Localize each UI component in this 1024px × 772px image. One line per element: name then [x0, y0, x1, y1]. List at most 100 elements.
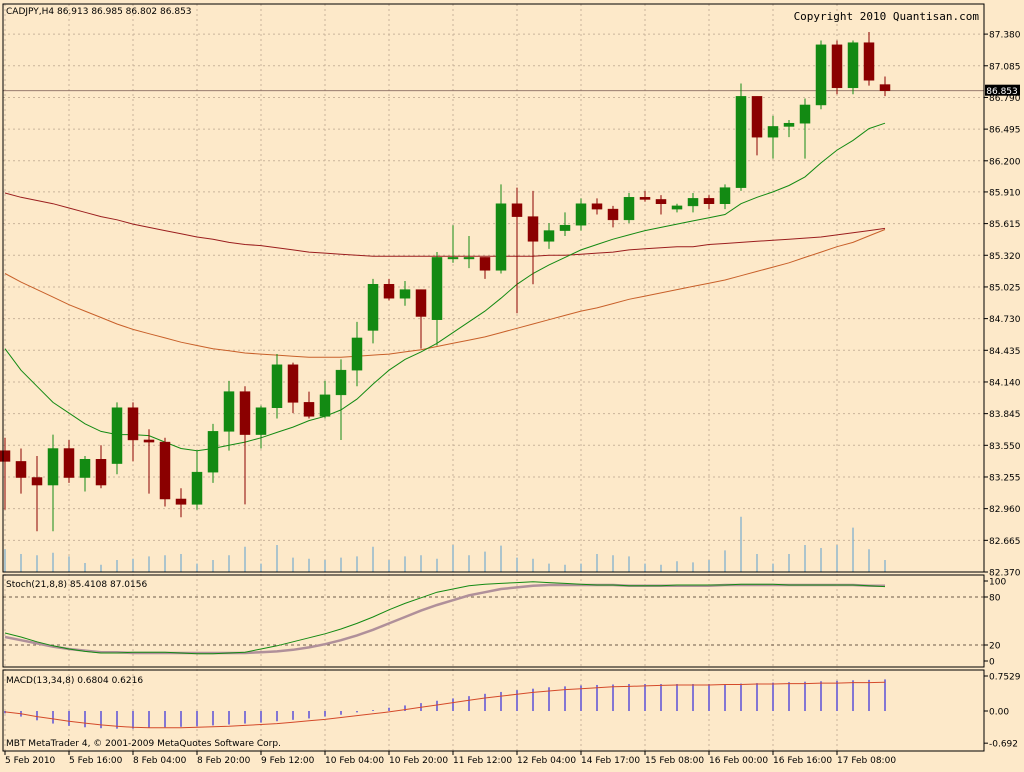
- copyright-text: Copyright 2010 Quantisan.com: [794, 10, 980, 23]
- candle-body: [831, 44, 843, 89]
- candle-body: [175, 498, 187, 505]
- candle-body: [767, 126, 779, 138]
- price-tick-label: 87.380: [989, 31, 1021, 41]
- current-price-marker: 86.853: [985, 84, 1020, 97]
- candle-body: [367, 284, 379, 331]
- candle-body: [383, 284, 395, 299]
- macd-tick-label: 0.00: [989, 708, 1009, 718]
- time-tick-label: 17 Feb 08:00: [837, 756, 896, 766]
- stoch-signal-line: [4, 583, 885, 655]
- stoch-tick-label: 80: [989, 594, 1001, 604]
- ma-slow-line: [4, 192, 886, 257]
- candle-body: [207, 431, 219, 473]
- candle-body: [735, 96, 747, 188]
- candle-body: [751, 96, 763, 138]
- candle-body: [639, 197, 651, 200]
- candle-body: [95, 459, 107, 486]
- price-tick-label: 83.550: [989, 442, 1021, 452]
- price-tick-label: 82.370: [989, 569, 1021, 579]
- macd-tick-label: 0.7529: [989, 673, 1021, 683]
- panel-frames: [2, 3, 985, 752]
- candle-body: [223, 391, 235, 432]
- candle-body: [463, 257, 475, 260]
- candle-body: [127, 407, 139, 441]
- candle-body: [47, 448, 59, 486]
- stoch-tick-label: 100: [989, 578, 1006, 588]
- price-tick-label: 84.435: [989, 347, 1021, 357]
- time-tick-label: 14 Feb 17:00: [581, 756, 640, 766]
- price-tick-label: 86.200: [989, 157, 1021, 167]
- stoch-tick-label: 20: [989, 642, 1001, 652]
- price-tick-label: 85.910: [989, 188, 1021, 198]
- candlesticks: [0, 31, 891, 532]
- candle-body: [847, 42, 859, 89]
- candle-body: [159, 441, 171, 500]
- symbol-info: CADJPY,H4 86.913 86.985 86.802 86.853: [6, 7, 192, 17]
- candle-body: [575, 203, 587, 226]
- candle-body: [31, 477, 43, 486]
- stochastic-lines: [4, 581, 886, 655]
- candle-body: [351, 337, 363, 371]
- time-axis: 5 Feb 2010 5 Feb 16:00 8 Feb 04:00 8 Feb 20…: [4, 751, 896, 766]
- candle-body: [447, 257, 459, 260]
- macd-plot: [4, 679, 886, 729]
- candle-body: [703, 198, 715, 204]
- price-tick-label: 85.615: [989, 220, 1021, 230]
- candle-body: [271, 364, 283, 408]
- candle-body: [879, 84, 891, 91]
- time-tick-label: 8 Feb 04:00: [133, 756, 187, 766]
- candle-body: [303, 402, 315, 417]
- candle-body: [431, 257, 443, 320]
- grid: [3, 4, 984, 751]
- candle-body: [527, 216, 539, 242]
- price-tick-label: 85.320: [989, 252, 1021, 262]
- candle-body: [415, 289, 427, 317]
- candle-body: [783, 122, 795, 127]
- price-tick-label: 83.255: [989, 473, 1021, 483]
- time-tick-label: 8 Feb 20:00: [197, 756, 251, 766]
- ma-fast-line: [4, 122, 886, 452]
- candle-body: [239, 391, 251, 435]
- candle-body: [591, 203, 603, 210]
- candle-body: [543, 230, 555, 242]
- candle-body: [63, 448, 75, 478]
- time-tick-label: 15 Feb 08:00: [645, 756, 704, 766]
- candle-body: [655, 199, 667, 204]
- volume-bars: [4, 516, 886, 572]
- moving-averages: [4, 122, 886, 452]
- current-price-label: 86.853: [986, 87, 1018, 97]
- candle-body: [399, 289, 411, 299]
- candle-body: [15, 461, 27, 478]
- candle-body: [863, 42, 875, 81]
- candle-body: [479, 257, 491, 271]
- price-axis: 87.380 87.085 86.790 86.495 86.200 85.910 85.6…: [984, 31, 1021, 750]
- macd-signal-line: [4, 681, 886, 729]
- time-tick-label: 12 Feb 04:00: [517, 756, 576, 766]
- time-tick-label: 5 Feb 2010: [5, 756, 56, 766]
- candle-body: [255, 407, 267, 435]
- time-tick-label: 11 Feb 12:00: [453, 756, 512, 766]
- time-tick-label: 9 Feb 12:00: [261, 756, 315, 766]
- candle-body: [287, 364, 299, 403]
- candle-body: [623, 197, 635, 221]
- candle-body: [687, 198, 699, 207]
- price-tick-label: 84.140: [989, 378, 1021, 388]
- macd-title: MACD(13,34,8) 0.6804 0.6216: [6, 676, 143, 686]
- candle-body: [191, 471, 203, 505]
- price-tick-label: 87.085: [989, 62, 1021, 72]
- time-tick-label: 16 Feb 16:00: [773, 756, 832, 766]
- candle-body: [719, 187, 731, 204]
- panel-frame: [2, 574, 985, 668]
- ma-mid-line: [4, 229, 886, 358]
- candle-body: [671, 205, 683, 210]
- panel-frame: [2, 3, 985, 573]
- candle-body: [319, 394, 331, 417]
- candle-body: [559, 224, 571, 231]
- stoch-tick-label: 0: [989, 658, 995, 668]
- time-tick-label: 16 Feb 00:00: [709, 756, 768, 766]
- time-tick-label: 5 Feb 16:00: [69, 756, 123, 766]
- candle-body: [495, 203, 507, 271]
- candle-body: [511, 203, 523, 217]
